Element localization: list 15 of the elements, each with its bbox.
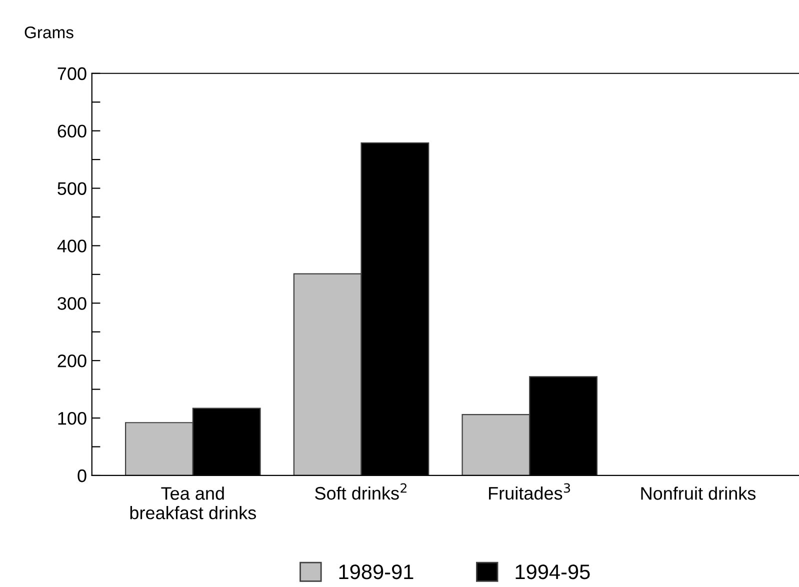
x-tick-label: Nonfruit drinks <box>641 486 756 500</box>
y-tick-label: 100 <box>58 412 86 425</box>
x-tick-label: Soft drinks$^{2}$ <box>315 483 406 500</box>
y-tick-label: 0 <box>78 469 86 482</box>
x-tick-label: Tea and breakfast drinks <box>130 486 256 520</box>
y-axis-title: Grams <box>24 26 74 38</box>
y-tick-label: 400 <box>57 240 86 252</box>
y-tick-label: 600 <box>58 124 86 138</box>
x-tick-label: Fruitades$^{3}$ <box>489 483 570 500</box>
legend-label: 1994-95 <box>516 564 590 580</box>
y-tick-label: 300 <box>58 297 86 310</box>
y-tick-label: 500 <box>58 182 86 195</box>
y-tick-label: 700 <box>58 67 86 80</box>
y-tick-label: 200 <box>58 354 86 368</box>
legend-label: 1989-91 <box>339 564 414 580</box>
